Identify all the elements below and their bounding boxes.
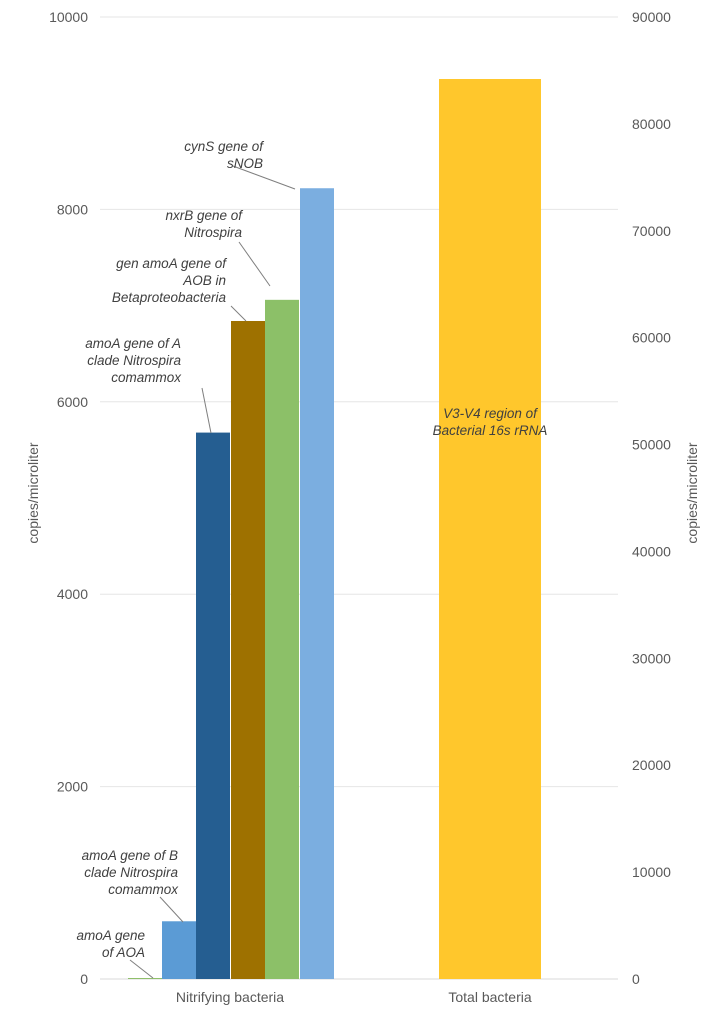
x-axis-category-label: Total bacteria [448, 989, 531, 1005]
bar-annotation-line: AOB in [182, 273, 226, 288]
bar-annotation: amoA gene of A clade Nitrospira comammox [85, 336, 182, 385]
bar [162, 921, 196, 979]
bar-annotation-line: sNOB [227, 156, 263, 171]
bar [196, 432, 230, 980]
bar-annotation-line: Betaproteobacteria [112, 290, 227, 305]
bar [265, 299, 299, 979]
bar-annotation-line: Nitrospira [184, 225, 242, 240]
annotation-leader-line [230, 305, 247, 322]
y-axis-left-tick-label: 0 [80, 971, 88, 987]
bar-annotation: amoA gene of AOA [76, 928, 145, 960]
bars [128, 78, 541, 980]
annotation-leaders [129, 165, 296, 979]
bar-annotation-line: comammox [108, 882, 179, 897]
y-axis-right-tick-label: 20000 [632, 757, 671, 773]
annotation-leader-line [238, 241, 271, 287]
axes: 0 2000 4000 6000 8000 10000 0 10000 20000 30000 40… [25, 9, 700, 1005]
y-axis-left-tick-label: 6000 [57, 394, 88, 410]
bar-annotation-line: clade Nitrospira [84, 865, 178, 880]
bar-annotation-line: cynS gene of [184, 139, 264, 154]
y-axis-right-tick-label: 40000 [632, 543, 671, 559]
y-axis-left-tick-label: 4000 [57, 586, 88, 602]
y-axis-right-title: copies/microliter [684, 442, 700, 543]
y-axis-right-tick-label: 70000 [632, 223, 671, 239]
bar-annotation-line: of AOA [102, 945, 145, 960]
annotation-leader-line [232, 165, 296, 190]
y-axis-left-tick-label: 8000 [57, 201, 88, 217]
bar-annotation-line: clade Nitrospira [87, 353, 181, 368]
y-axis-left-title: copies/microliter [25, 442, 41, 543]
bar-annotation-line: gen amoA gene of [116, 256, 227, 271]
bar-annotation-line: amoA gene [76, 928, 145, 943]
y-axis-right-tick-label: 50000 [632, 437, 671, 453]
bar [231, 320, 265, 979]
bar-annotation-line: nxrB gene of [165, 208, 243, 223]
y-axis-right-tick-label: 10000 [632, 864, 671, 880]
bar [439, 78, 541, 980]
annotation-leader-line [129, 959, 154, 979]
y-axis-right-tick-label: 0 [632, 971, 640, 987]
bar-annotation-line: V3-V4 region of [443, 406, 538, 421]
bar [128, 978, 162, 979]
bar-annotation: nxrB gene of Nitrospira [165, 208, 243, 240]
y-axis-right-tick-label: 30000 [632, 650, 671, 666]
bar [300, 188, 334, 980]
bar-annotation-line: Bacterial 16s rRNA [433, 423, 548, 438]
bar-annotation: gen amoA gene of AOB in Betaproteobacteria [112, 256, 227, 305]
bar-annotation: cynS gene of sNOB [184, 139, 264, 171]
bar-annotation-line: comammox [111, 370, 182, 385]
y-axis-right-tick-label: 60000 [632, 330, 671, 346]
annotation-leader-line [159, 896, 184, 923]
annotation-leader-line [201, 387, 212, 434]
y-axis-left-tick-label: 10000 [49, 9, 88, 25]
x-axis-category-label: Nitrifying bacteria [176, 989, 284, 1005]
y-axis-right-tick-label: 90000 [632, 9, 671, 25]
y-axis-right-tick-label: 80000 [632, 116, 671, 132]
annotations: amoA gene of AOA amoA gene of B clade Nitro… [76, 139, 547, 960]
bar-annotation-line: amoA gene of B [82, 848, 178, 863]
y-axis-left-tick-label: 2000 [57, 779, 88, 795]
bar-annotation-line: amoA gene of A [85, 336, 181, 351]
bar-annotation: amoA gene of B clade Nitrospira comammox [82, 848, 180, 897]
bar-annotation: V3-V4 region of Bacterial 16s rRNA [433, 406, 548, 438]
